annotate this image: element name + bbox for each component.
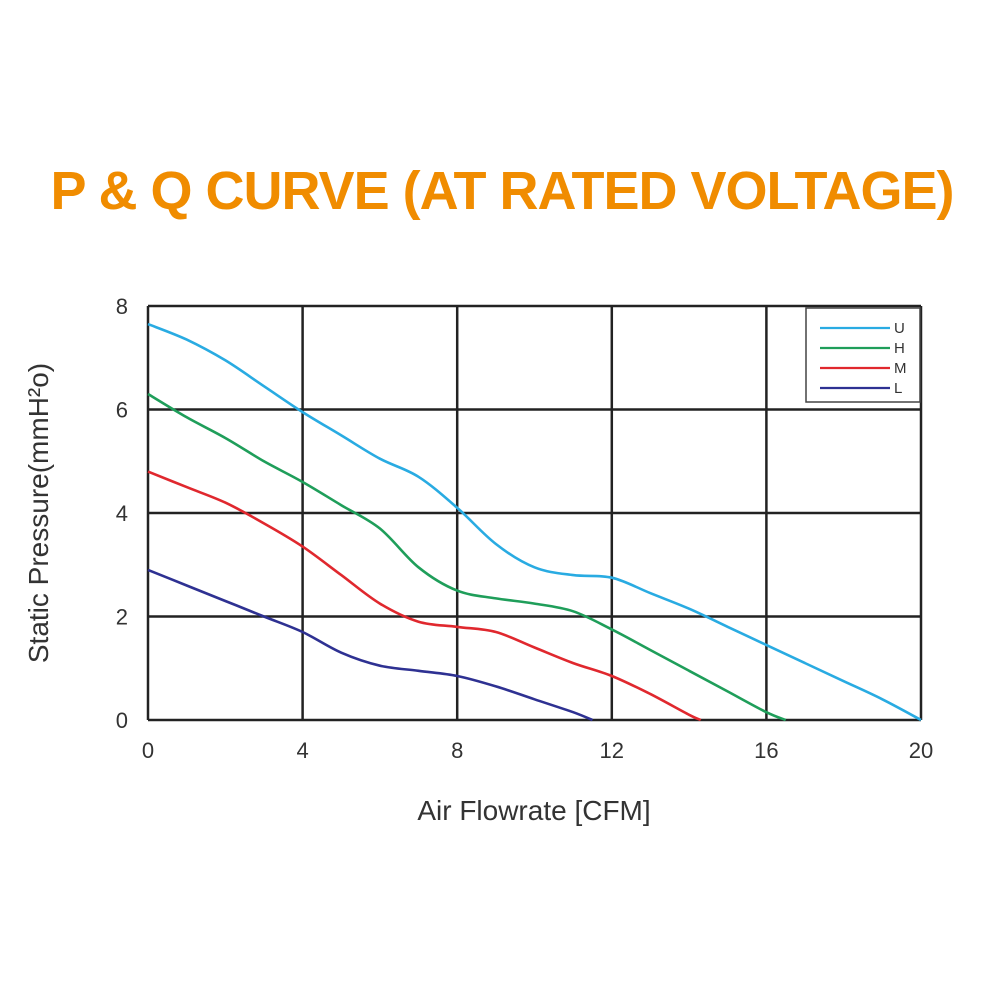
legend-label-L: L <box>894 380 902 397</box>
series-line-U <box>147 322 922 722</box>
x-tick-label-2: 8 <box>451 738 463 763</box>
series-line-M <box>147 470 702 722</box>
x-tick-label-5: 20 <box>909 738 933 763</box>
tick-labels: 0 4 8 12 16 20 0 2 4 6 8 <box>116 294 933 763</box>
legend-label-M: M <box>894 360 907 377</box>
x-tick-label-1: 4 <box>296 738 308 763</box>
y-tick-label-4: 8 <box>116 294 128 319</box>
x-tick-label-0: 0 <box>142 738 154 763</box>
y-tick-label-1: 2 <box>116 605 128 630</box>
legend-label-H: H <box>894 340 905 357</box>
y-axis-label: Static Pressure(mmH²o) <box>23 363 54 663</box>
x-axis-label: Air Flowrate [CFM] <box>417 795 650 826</box>
y-tick-label-2: 4 <box>116 501 128 526</box>
series-lines <box>147 322 922 722</box>
x-tick-label-3: 12 <box>600 738 624 763</box>
chart-title: P & Q CURVE (AT RATED VOLTAGE) <box>50 161 954 221</box>
legend-box <box>805 307 921 403</box>
series-line-L <box>147 568 593 722</box>
y-tick-label-3: 6 <box>116 398 128 423</box>
x-tick-label-4: 16 <box>754 738 778 763</box>
y-tick-label-0: 0 <box>116 708 128 733</box>
legend-label-U: U <box>894 320 905 337</box>
grid <box>146 304 923 722</box>
series-line-H <box>147 392 787 722</box>
